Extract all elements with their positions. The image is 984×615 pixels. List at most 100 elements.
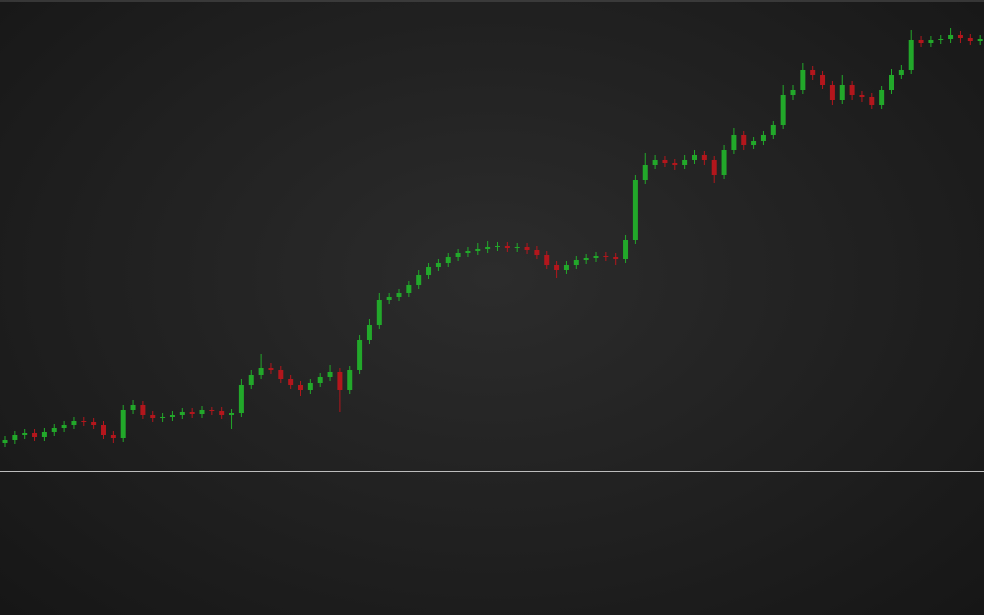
candle-body [504, 246, 510, 248]
candle-body [957, 35, 963, 38]
candle-body [820, 75, 826, 85]
candle-body [288, 379, 294, 385]
candle-body [475, 249, 481, 251]
candle-body [386, 297, 392, 300]
candle-body [554, 265, 560, 270]
candle-body [229, 413, 235, 415]
candle-body [258, 368, 264, 375]
candle-body [2, 440, 8, 443]
candle-body [81, 421, 87, 422]
candle-body [563, 265, 569, 270]
candle-body [810, 70, 816, 75]
candle-body [130, 405, 136, 410]
candle-body [623, 240, 629, 259]
candle-body [357, 340, 363, 370]
candle-body [91, 422, 97, 425]
candle-body [593, 256, 599, 258]
candle-body [898, 70, 904, 75]
candle-body [869, 97, 875, 105]
candle-body [22, 433, 28, 435]
candle-body [751, 141, 757, 145]
candle-body [632, 180, 638, 240]
candle-body [731, 135, 737, 150]
candle-body [61, 425, 67, 428]
candle-body [760, 135, 766, 141]
candle-body [110, 435, 116, 438]
candle-body [140, 405, 146, 415]
candle-body [977, 39, 983, 41]
candle-body [317, 377, 323, 383]
candle-body [928, 40, 934, 43]
candle-body [849, 85, 855, 95]
candle-body [652, 160, 658, 165]
candle-body [692, 155, 697, 160]
candle-body [150, 415, 156, 418]
candle-body [120, 410, 126, 438]
candle-body [51, 428, 57, 432]
candle-body [485, 247, 491, 249]
candle-body [770, 125, 776, 135]
candle-body [839, 85, 845, 100]
candle-body [613, 257, 619, 259]
candle-body [465, 251, 471, 253]
candle-body [268, 368, 274, 370]
candle-body [573, 260, 579, 265]
candle-body [366, 325, 372, 340]
candle-body [337, 372, 343, 390]
candle-body [179, 412, 185, 415]
candle-body [889, 75, 894, 90]
candle-body [514, 247, 520, 248]
candle-body [376, 300, 382, 325]
candle-body [396, 293, 402, 297]
candle-body [455, 253, 461, 257]
candle-body [426, 267, 432, 275]
candle-body [169, 415, 175, 417]
candle-body [859, 95, 865, 97]
candle-body [248, 375, 254, 385]
candle-body [445, 257, 451, 263]
candle-body [682, 160, 688, 165]
candle-body [790, 90, 796, 95]
candle-body [189, 412, 195, 414]
candle-body [347, 370, 353, 390]
candle-body [642, 165, 648, 180]
candle-body [327, 372, 333, 377]
candle-body [41, 432, 47, 437]
candle-body [495, 246, 500, 247]
candle-body [701, 155, 707, 160]
candle-body [800, 70, 806, 90]
candle-body [662, 160, 668, 163]
candle-body [219, 411, 225, 415]
candle-body [967, 38, 973, 41]
candle-body [524, 247, 530, 250]
candle-body [741, 135, 747, 145]
candle-body [71, 421, 77, 425]
candle-body [101, 425, 106, 435]
candle-body [406, 285, 412, 293]
candle-body [298, 385, 303, 390]
candle-body [416, 275, 422, 285]
candle-body [948, 35, 954, 39]
candle-body [879, 90, 885, 105]
candle-body [829, 85, 835, 100]
candle-body [918, 40, 924, 43]
candle-body [160, 417, 166, 418]
candle-body [32, 433, 38, 437]
candle-body [721, 150, 727, 175]
candle-body [908, 40, 914, 70]
candle-body [12, 435, 18, 440]
candle-body [938, 39, 944, 40]
candle-body [209, 410, 215, 411]
candle-body [199, 410, 205, 414]
candle-body [672, 163, 678, 165]
candle-body [435, 263, 441, 267]
candle-body [238, 385, 244, 413]
candle-body [278, 370, 284, 379]
candle-body [583, 258, 589, 260]
candle-body [711, 160, 717, 175]
candle-body [307, 383, 313, 390]
candle-body [603, 256, 609, 257]
candle-body [534, 250, 540, 255]
